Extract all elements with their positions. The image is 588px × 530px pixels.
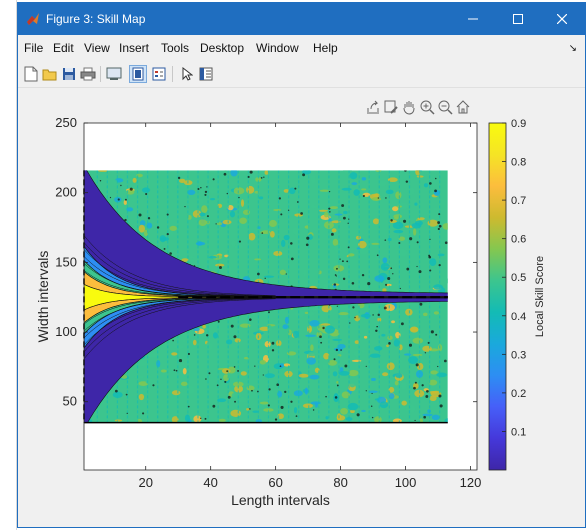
contour-line — [84, 242, 276, 297]
figure-canvas[interactable]: 20 40 60 80 100 120 50 100 150 200 250 Length inter… — [18, 89, 585, 528]
contour-line — [84, 235, 276, 296]
zoom-out-icon[interactable] — [437, 99, 453, 115]
menu-insert[interactable]: Insert — [119, 41, 150, 55]
open-file-icon — [42, 69, 57, 81]
colorbar-tick-label: 0.7 — [511, 195, 526, 207]
axes-box — [83, 122, 478, 471]
menu-tools[interactable]: Tools — [161, 41, 190, 55]
print-icon — [80, 67, 96, 81]
colorbar-label: Local Skill Score — [534, 256, 546, 337]
contour-line — [84, 298, 276, 360]
maximize-button[interactable] — [498, 3, 538, 35]
export-icon[interactable] — [365, 99, 381, 115]
print-button[interactable] — [79, 65, 97, 83]
save-button[interactable] — [60, 65, 78, 83]
minimize-icon — [468, 18, 478, 20]
menu-help[interactable]: Help — [313, 41, 338, 55]
zoom-in-icon[interactable] — [419, 99, 435, 115]
property-editor-button[interactable] — [197, 65, 215, 83]
contour-line — [84, 297, 276, 346]
skill-map-plot[interactable]: 20 40 60 80 100 120 50 100 150 200 250 Length inter… — [18, 89, 585, 528]
contour-line — [84, 298, 276, 353]
link-plot-button[interactable] — [105, 65, 123, 83]
y-tick-label: 150 — [55, 254, 77, 269]
window-title: Figure 3: Skill Map — [46, 12, 146, 26]
colorbar-tick-label: 0.2 — [511, 388, 526, 400]
brush-icon[interactable] — [383, 99, 399, 115]
colorbar-tick-label: 0.9 — [511, 118, 526, 130]
menu-window[interactable]: Window — [256, 41, 299, 55]
colorbar: 0.1 0.2 0.3 0.4 0.5 0.6 0.7 0.8 0.9 Local Skill S… — [488, 118, 546, 471]
colorbar-tick-label: 0.3 — [511, 349, 526, 361]
dock-figure-icon — [132, 67, 144, 81]
colorbar-tick-label: 0.6 — [511, 234, 526, 246]
menu-edit[interactable]: Edit — [53, 41, 74, 55]
close-icon — [557, 14, 567, 24]
dock-figure-button[interactable] — [129, 65, 147, 83]
plot-axes: 20 40 60 80 100 120 50 100 150 200 250 Length inter… — [35, 115, 481, 508]
insert-legend-button[interactable] — [150, 65, 168, 83]
x-tick-label: 40 — [203, 475, 217, 490]
new-figure-icon — [24, 66, 38, 82]
pointer-icon — [182, 67, 193, 81]
minimize-button[interactable] — [453, 3, 493, 35]
figure-window: Figure 3: Skill Map File Edit View Inser… — [17, 2, 586, 528]
y-axis-label: Width intervals — [35, 251, 51, 343]
menu-overflow-icon[interactable]: ↘ — [568, 43, 577, 54]
skill-field — [84, 170, 448, 423]
contour-line — [84, 249, 276, 297]
title-bar[interactable]: Figure 3: Skill Map — [18, 3, 585, 35]
colorbar-gradient — [488, 122, 507, 471]
link-plot-icon — [106, 67, 122, 80]
toolbar-separator — [100, 66, 101, 82]
toolbar-separator — [172, 66, 173, 82]
y-tick-label: 200 — [55, 185, 77, 200]
y-tick-label: 250 — [55, 115, 77, 130]
colorbar-tick-label: 0.4 — [511, 311, 526, 323]
x-tick-label: 80 — [333, 475, 347, 490]
x-tick-label: 100 — [395, 475, 417, 490]
menu-desktop[interactable]: Desktop — [200, 41, 245, 55]
x-tick-label: 20 — [138, 475, 152, 490]
new-figure-button[interactable] — [22, 65, 40, 83]
menu-file[interactable]: File — [24, 41, 44, 55]
x-axis-label: Length intervals — [231, 492, 330, 508]
y-tick-label: 50 — [63, 394, 77, 409]
background-strip — [0, 0, 17, 530]
maximize-icon — [513, 14, 523, 24]
colorbar-tick-label: 0.1 — [511, 426, 526, 438]
save-icon — [63, 68, 75, 80]
colorbar-tick-label: 0.5 — [511, 272, 526, 284]
y-tick-label: 100 — [55, 324, 77, 339]
figure-toolbar — [18, 61, 585, 88]
home-icon[interactable] — [455, 99, 471, 115]
close-button[interactable] — [542, 3, 582, 35]
pointer-button[interactable] — [178, 65, 196, 83]
insert-legend-icon — [152, 67, 166, 81]
menu-bar: File Edit View Insert Tools Desktop Wind… — [18, 38, 585, 60]
property-editor-icon — [199, 67, 213, 81]
menu-view[interactable]: View — [84, 41, 110, 55]
pan-icon[interactable] — [401, 99, 417, 115]
colorbar-tick-label: 0.8 — [511, 157, 526, 169]
x-tick-label: 120 — [460, 475, 482, 490]
x-tick-label: 60 — [268, 475, 282, 490]
open-file-button[interactable] — [41, 65, 59, 83]
matlab-icon — [27, 13, 39, 25]
